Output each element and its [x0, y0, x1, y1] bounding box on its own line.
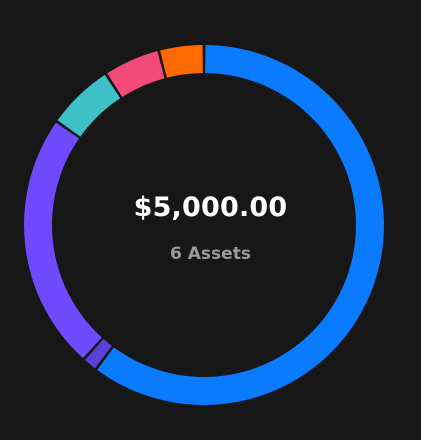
donut-segment-2[interactable] — [85, 339, 112, 369]
asset-count: 6 Assets — [170, 244, 251, 264]
total-value: $5,000.00 — [133, 192, 288, 223]
donut-segment-5[interactable] — [107, 51, 165, 97]
donut-segment-6[interactable] — [160, 45, 203, 78]
donut-segment-4[interactable] — [57, 74, 121, 137]
donut-segments — [24, 45, 384, 405]
donut-segment-3[interactable] — [24, 122, 102, 359]
donut-segment-1[interactable] — [97, 45, 384, 405]
